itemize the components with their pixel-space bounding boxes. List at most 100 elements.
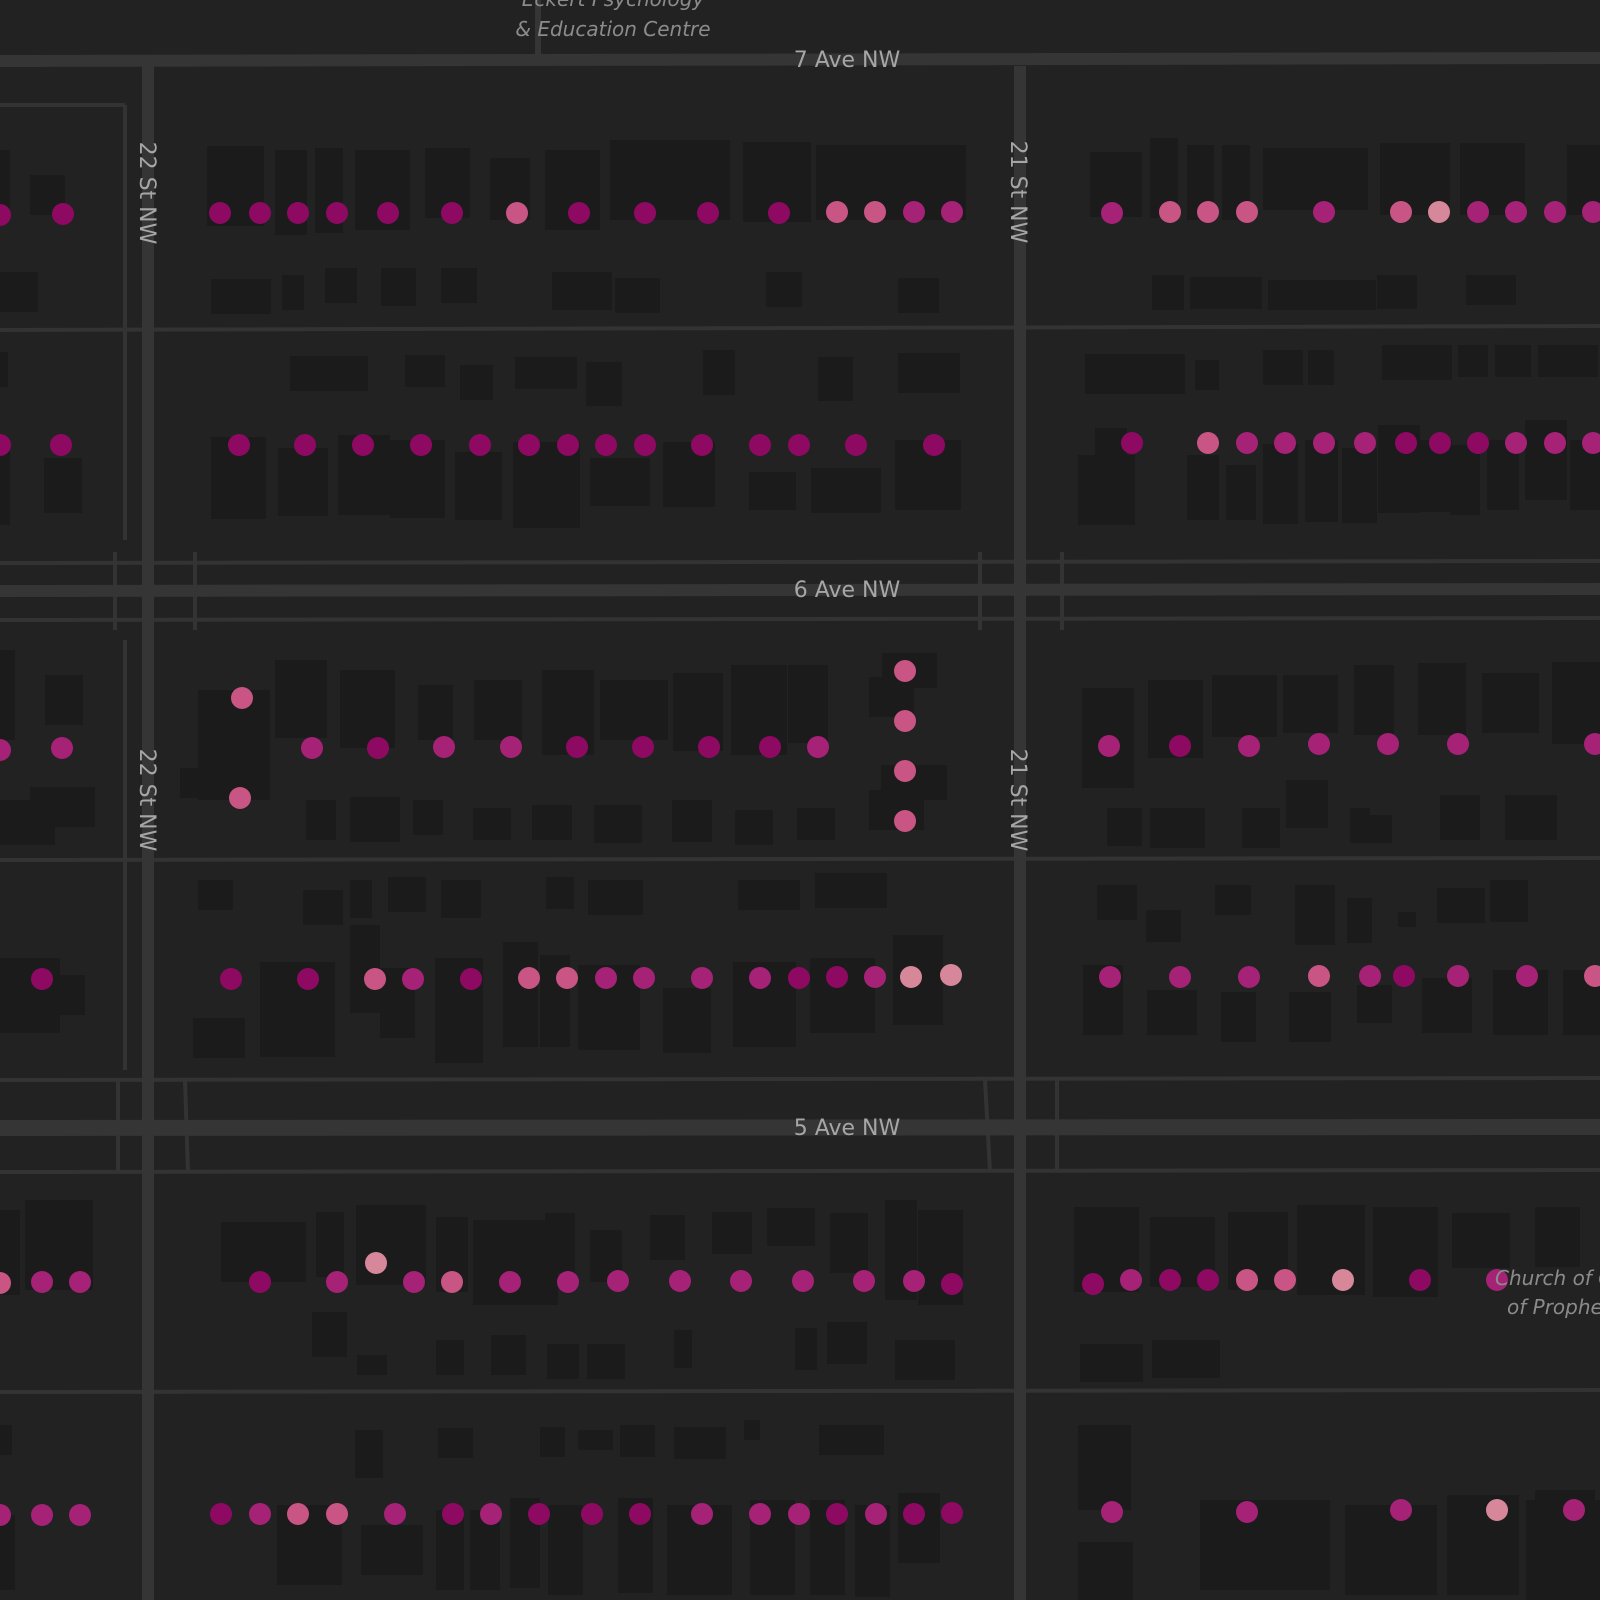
address-point[interactable] xyxy=(1584,733,1600,755)
address-point[interactable] xyxy=(1238,735,1260,757)
address-point[interactable] xyxy=(1098,735,1120,757)
address-point[interactable] xyxy=(581,1503,603,1525)
address-point[interactable] xyxy=(287,1503,309,1525)
address-point[interactable] xyxy=(894,760,916,782)
address-point[interactable] xyxy=(691,967,713,989)
address-point[interactable] xyxy=(352,434,374,456)
address-point[interactable] xyxy=(1544,201,1566,223)
address-point[interactable] xyxy=(31,968,53,990)
address-point[interactable] xyxy=(0,204,11,226)
address-point[interactable] xyxy=(1274,1269,1296,1291)
address-point[interactable] xyxy=(51,737,73,759)
address-point[interactable] xyxy=(1429,432,1451,454)
address-point[interactable] xyxy=(367,737,389,759)
address-point[interactable] xyxy=(1308,733,1330,755)
address-point[interactable] xyxy=(894,810,916,832)
address-point[interactable] xyxy=(249,1271,271,1293)
address-point[interactable] xyxy=(433,736,455,758)
address-point[interactable] xyxy=(788,434,810,456)
address-point[interactable] xyxy=(698,736,720,758)
address-point[interactable] xyxy=(1409,1269,1431,1291)
address-point[interactable] xyxy=(691,1503,713,1525)
address-point[interactable] xyxy=(287,202,309,224)
address-point[interactable] xyxy=(1313,432,1335,454)
address-point[interactable] xyxy=(607,1270,629,1292)
address-point[interactable] xyxy=(210,1503,232,1525)
address-point[interactable] xyxy=(792,1270,814,1292)
address-point[interactable] xyxy=(50,434,72,456)
address-point[interactable] xyxy=(1505,432,1527,454)
address-point[interactable] xyxy=(1120,1269,1142,1291)
address-point[interactable] xyxy=(469,434,491,456)
address-point[interactable] xyxy=(326,1503,348,1525)
address-point[interactable] xyxy=(1505,201,1527,223)
address-point[interactable] xyxy=(556,967,578,989)
address-point[interactable] xyxy=(845,434,867,456)
address-point[interactable] xyxy=(1197,432,1219,454)
address-point[interactable] xyxy=(1313,201,1335,223)
address-point[interactable] xyxy=(1169,966,1191,988)
address-point[interactable] xyxy=(1467,201,1489,223)
address-point[interactable] xyxy=(1359,965,1381,987)
address-point[interactable] xyxy=(1395,432,1417,454)
address-point[interactable] xyxy=(788,1503,810,1525)
address-point[interactable] xyxy=(595,434,617,456)
address-point[interactable] xyxy=(1121,432,1143,454)
address-point[interactable] xyxy=(0,434,11,456)
address-point[interactable] xyxy=(759,736,781,758)
address-point[interactable] xyxy=(941,201,963,223)
address-point[interactable] xyxy=(940,964,962,986)
address-point[interactable] xyxy=(1516,965,1538,987)
address-point[interactable] xyxy=(1447,733,1469,755)
address-point[interactable] xyxy=(500,736,522,758)
address-point[interactable] xyxy=(1486,1499,1508,1521)
address-point[interactable] xyxy=(231,687,253,709)
address-point[interactable] xyxy=(900,966,922,988)
address-point[interactable] xyxy=(1099,966,1121,988)
address-point[interactable] xyxy=(941,1502,963,1524)
address-point[interactable] xyxy=(1236,1501,1258,1523)
address-point[interactable] xyxy=(1582,201,1600,223)
address-point[interactable] xyxy=(691,434,713,456)
address-point[interactable] xyxy=(1544,432,1566,454)
address-point[interactable] xyxy=(228,434,250,456)
address-point[interactable] xyxy=(1428,201,1450,223)
address-point[interactable] xyxy=(1390,1499,1412,1521)
address-point[interactable] xyxy=(441,202,463,224)
address-point[interactable] xyxy=(788,967,810,989)
address-point[interactable] xyxy=(1101,1501,1123,1523)
address-point[interactable] xyxy=(460,968,482,990)
address-point[interactable] xyxy=(1447,965,1469,987)
address-point[interactable] xyxy=(566,736,588,758)
address-point[interactable] xyxy=(826,201,848,223)
address-point[interactable] xyxy=(326,202,348,224)
address-point[interactable] xyxy=(941,1273,963,1295)
address-point[interactable] xyxy=(557,1271,579,1293)
address-point[interactable] xyxy=(1332,1269,1354,1291)
address-point[interactable] xyxy=(209,202,231,224)
address-point[interactable] xyxy=(229,787,251,809)
address-point[interactable] xyxy=(0,1504,11,1526)
address-point[interactable] xyxy=(903,201,925,223)
address-point[interactable] xyxy=(364,968,386,990)
address-point[interactable] xyxy=(1563,1499,1585,1521)
address-point[interactable] xyxy=(768,202,790,224)
address-point[interactable] xyxy=(557,434,579,456)
address-point[interactable] xyxy=(1390,201,1412,223)
address-point[interactable] xyxy=(480,1503,502,1525)
address-point[interactable] xyxy=(807,736,829,758)
address-point[interactable] xyxy=(1197,201,1219,223)
address-point[interactable] xyxy=(506,202,528,224)
address-point[interactable] xyxy=(1236,201,1258,223)
address-point[interactable] xyxy=(595,967,617,989)
address-point[interactable] xyxy=(894,710,916,732)
address-point[interactable] xyxy=(403,1271,425,1293)
address-point[interactable] xyxy=(903,1503,925,1525)
address-point[interactable] xyxy=(1238,966,1260,988)
address-point[interactable] xyxy=(1377,733,1399,755)
address-point[interactable] xyxy=(52,203,74,225)
address-point[interactable] xyxy=(1159,201,1181,223)
address-point[interactable] xyxy=(0,739,11,761)
address-point[interactable] xyxy=(826,966,848,988)
